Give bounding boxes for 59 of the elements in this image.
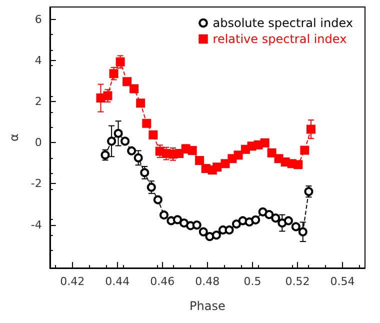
point [284,216,293,226]
x-tick-label: 0.54 [330,275,355,288]
point [212,162,222,172]
point [122,77,132,86]
point [120,136,130,146]
point [192,220,202,230]
x-tick-label: 0.5 [244,275,262,288]
point [232,220,241,229]
y-tick-label: -2 [30,177,42,190]
point [160,210,168,220]
point [300,146,310,155]
point [220,159,230,168]
point [251,215,260,224]
point [212,230,221,240]
point [109,69,118,78]
point [188,146,197,155]
point [174,149,184,158]
y-tick-label: -4 [30,218,42,232]
point [148,130,158,140]
point [134,153,143,162]
point [198,227,208,236]
y-tick-label: 4 [34,54,42,67]
point [264,210,274,220]
point [205,232,214,242]
x-axis-title: Phase [190,299,226,313]
point [173,215,182,224]
point [267,148,276,158]
point [180,218,189,228]
point [271,214,280,223]
point [136,98,146,108]
legend-label: relative spectral index [212,32,347,46]
point [224,225,234,234]
point [291,222,300,232]
x-tick-label: 0.42 [60,275,85,288]
point [127,146,136,156]
x-tick-label: 0.46 [150,275,175,288]
point [195,156,204,166]
point [142,118,152,128]
point [107,136,116,146]
y-tick-label: 2 [34,95,42,108]
point [103,91,112,100]
point [306,124,316,134]
point [114,128,123,138]
y-tick-label: 6 [34,12,42,26]
point [116,57,125,66]
point [258,207,268,216]
point [153,195,162,204]
point [294,160,303,170]
point [298,227,308,236]
point [260,138,270,148]
point [234,150,243,160]
x-tick-label: 0.44 [105,275,130,288]
y-tick-label: 0 [34,136,42,150]
legend-label: absolute spectral index [212,16,354,30]
point [130,84,139,94]
y-axis-title: α [7,133,21,142]
point [278,218,287,228]
x-tick-label: 0.52 [285,275,310,288]
x-tick-label: 0.48 [195,275,220,288]
